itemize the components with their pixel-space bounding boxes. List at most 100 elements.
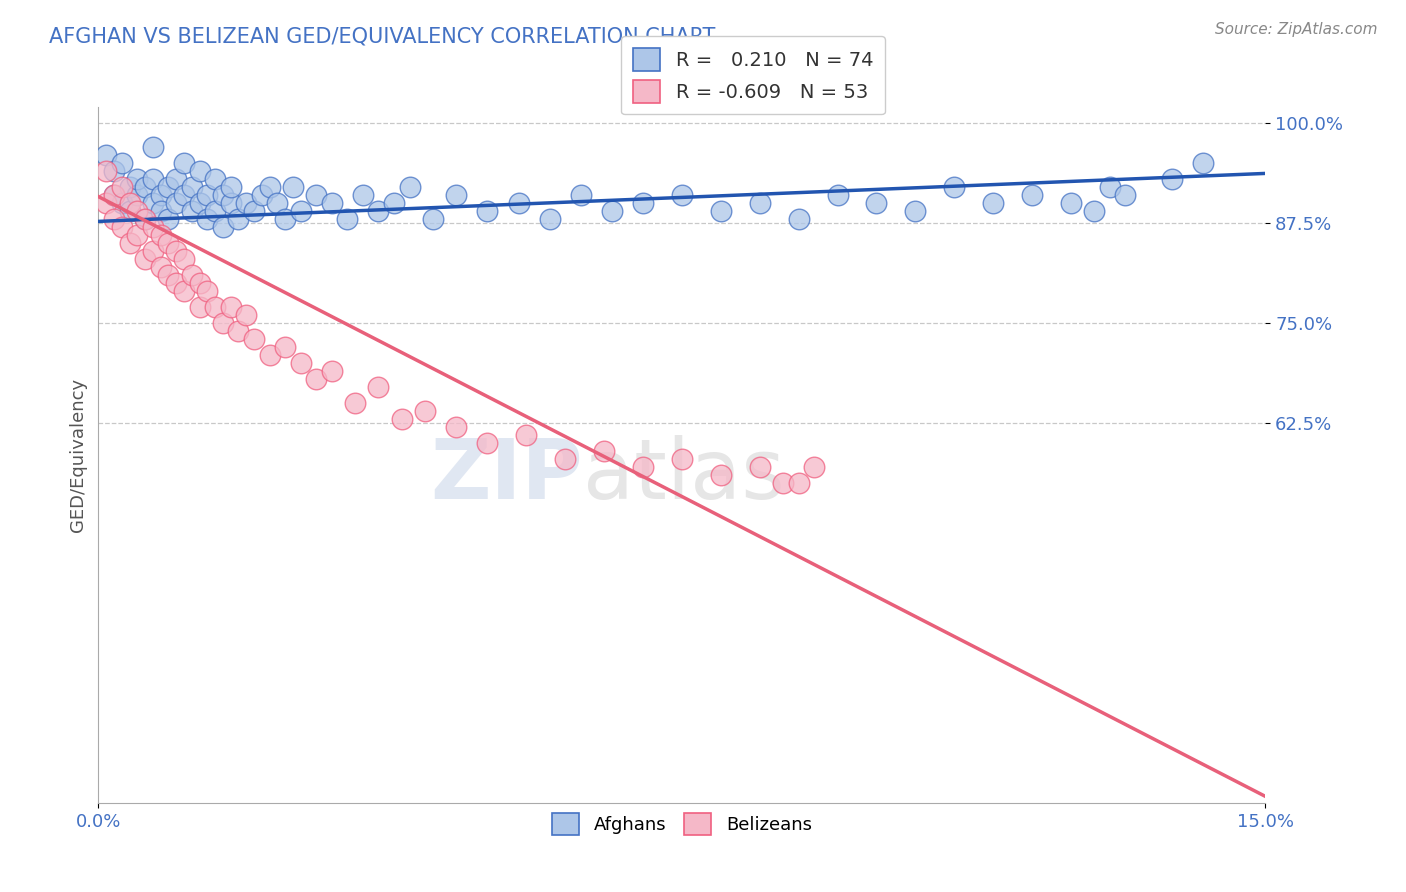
Point xyxy=(219,180,242,194)
Point xyxy=(748,196,770,211)
Point xyxy=(865,196,887,211)
Point xyxy=(274,212,297,227)
Point xyxy=(710,204,733,219)
Point xyxy=(219,300,242,314)
Point xyxy=(96,164,118,178)
Point xyxy=(1114,188,1136,202)
Point xyxy=(290,204,312,219)
Point xyxy=(165,172,187,186)
Point xyxy=(149,204,172,219)
Point xyxy=(228,212,250,227)
Point xyxy=(305,188,328,202)
Point xyxy=(111,196,134,211)
Point xyxy=(748,459,770,474)
Point xyxy=(212,188,235,202)
Text: Source: ZipAtlas.com: Source: ZipAtlas.com xyxy=(1215,22,1378,37)
Point xyxy=(593,444,616,458)
Point xyxy=(228,324,250,338)
Point xyxy=(477,436,499,450)
Point xyxy=(165,196,187,211)
Text: AFGHAN VS BELIZEAN GED/EQUIVALENCY CORRELATION CHART: AFGHAN VS BELIZEAN GED/EQUIVALENCY CORRE… xyxy=(49,27,716,46)
Point xyxy=(569,188,592,202)
Point xyxy=(204,204,226,219)
Point xyxy=(134,212,156,227)
Point xyxy=(188,276,211,290)
Point xyxy=(188,300,211,314)
Point xyxy=(290,356,312,370)
Point xyxy=(180,268,202,282)
Point xyxy=(446,420,468,434)
Point xyxy=(422,212,444,227)
Point xyxy=(259,180,281,194)
Point xyxy=(165,244,187,258)
Point xyxy=(142,196,165,211)
Point xyxy=(188,196,211,211)
Legend: Afghans, Belizeans: Afghans, Belizeans xyxy=(544,806,820,842)
Point xyxy=(96,196,118,211)
Point xyxy=(321,364,343,378)
Point xyxy=(446,188,468,202)
Point xyxy=(600,204,623,219)
Y-axis label: GED/Equivalency: GED/Equivalency xyxy=(69,378,87,532)
Point xyxy=(204,300,226,314)
Point xyxy=(631,459,654,474)
Point xyxy=(787,475,810,490)
Point xyxy=(772,475,794,490)
Point xyxy=(336,212,359,227)
Point xyxy=(195,212,218,227)
Point xyxy=(142,244,165,258)
Point xyxy=(111,156,134,170)
Point xyxy=(235,196,257,211)
Point xyxy=(1021,188,1043,202)
Point xyxy=(243,332,266,346)
Point xyxy=(180,204,202,219)
Point xyxy=(103,164,125,178)
Point xyxy=(127,204,149,219)
Point xyxy=(188,164,211,178)
Point xyxy=(1098,180,1121,194)
Point xyxy=(157,268,180,282)
Point xyxy=(398,180,420,194)
Point xyxy=(367,380,389,394)
Text: ZIP: ZIP xyxy=(430,435,582,516)
Point xyxy=(157,180,180,194)
Point xyxy=(671,451,693,466)
Point xyxy=(827,188,849,202)
Point xyxy=(212,316,235,330)
Text: atlas: atlas xyxy=(582,435,785,516)
Point xyxy=(118,235,141,250)
Point xyxy=(180,180,202,194)
Point xyxy=(344,396,367,410)
Point xyxy=(142,219,165,234)
Point xyxy=(157,212,180,227)
Point xyxy=(111,180,134,194)
Point xyxy=(149,227,172,242)
Point xyxy=(212,219,235,234)
Point xyxy=(803,459,825,474)
Point xyxy=(111,219,134,234)
Point xyxy=(127,227,149,242)
Point xyxy=(382,196,405,211)
Point xyxy=(103,188,125,202)
Point xyxy=(305,372,328,386)
Point xyxy=(149,260,172,274)
Point xyxy=(219,196,242,211)
Point xyxy=(554,451,576,466)
Point xyxy=(134,252,156,266)
Point xyxy=(1192,156,1215,170)
Point xyxy=(96,148,118,162)
Point xyxy=(710,467,733,482)
Point xyxy=(157,235,180,250)
Point xyxy=(118,180,141,194)
Point xyxy=(127,172,149,186)
Point xyxy=(173,188,195,202)
Point xyxy=(413,404,436,418)
Point xyxy=(149,188,172,202)
Point xyxy=(367,204,389,219)
Point xyxy=(103,212,125,227)
Point xyxy=(118,204,141,219)
Point xyxy=(515,428,537,442)
Point xyxy=(631,196,654,211)
Point xyxy=(787,212,810,227)
Point xyxy=(1083,204,1105,219)
